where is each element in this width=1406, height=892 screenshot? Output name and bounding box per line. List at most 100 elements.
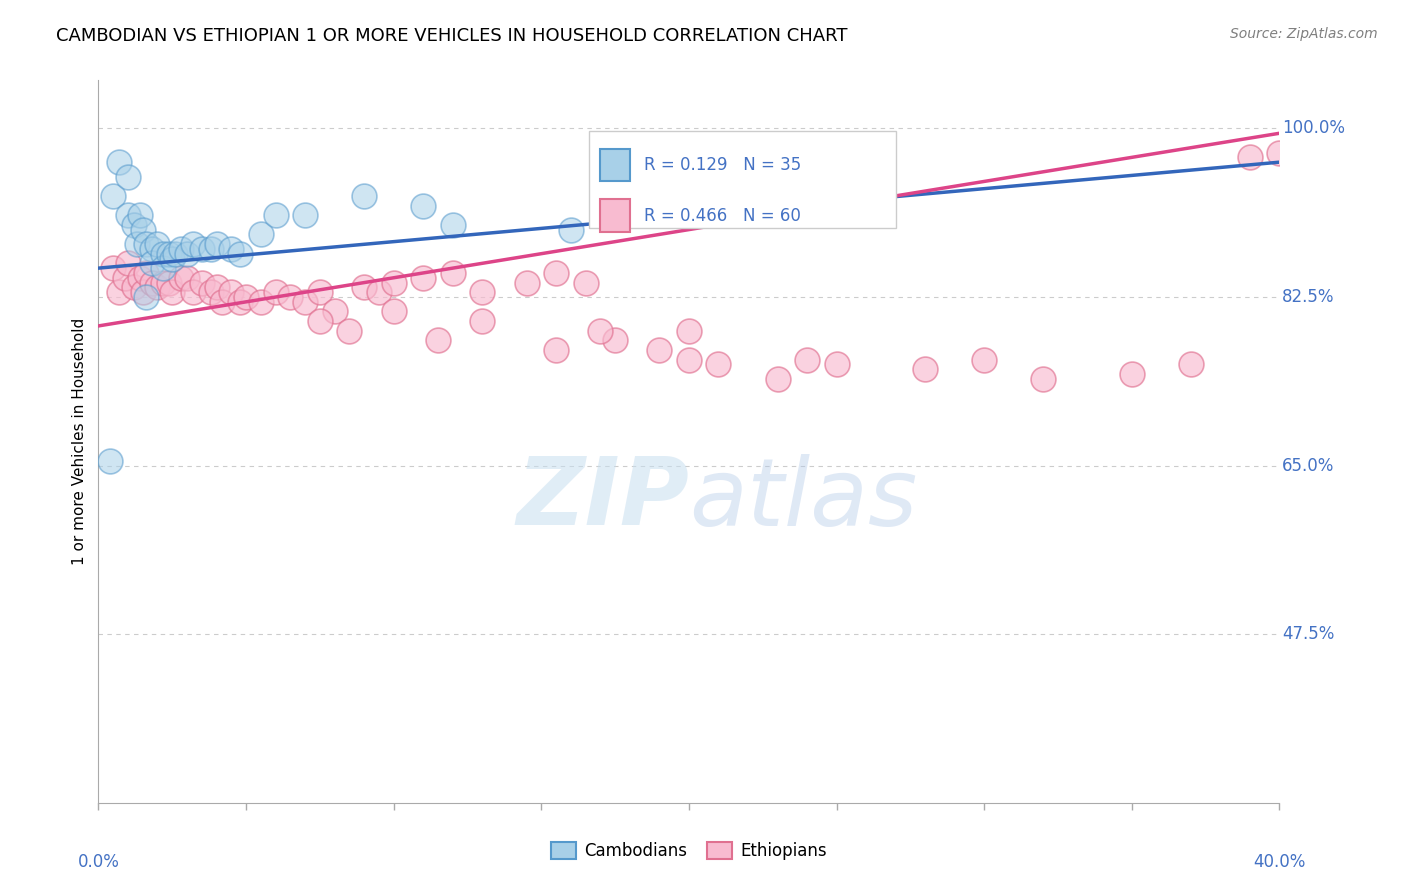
Y-axis label: 1 or more Vehicles in Household: 1 or more Vehicles in Household: [72, 318, 87, 566]
Text: 65.0%: 65.0%: [1282, 457, 1334, 475]
Point: [141, 276, 163, 290]
Point: [132, 222, 155, 236]
Point: [235, 290, 257, 304]
Point: [382, 304, 405, 318]
FancyBboxPatch shape: [600, 149, 630, 181]
Point: [211, 294, 233, 309]
Point: [122, 280, 145, 294]
Point: [412, 270, 434, 285]
Point: [264, 285, 287, 300]
Point: [516, 276, 538, 290]
Point: [412, 198, 434, 212]
Text: R = 0.129   N = 35: R = 0.129 N = 35: [644, 156, 801, 174]
Point: [117, 169, 139, 184]
Point: [546, 343, 568, 357]
Text: CAMBODIAN VS ETHIOPIAN 1 OR MORE VEHICLES IN HOUSEHOLD CORRELATION CHART: CAMBODIAN VS ETHIOPIAN 1 OR MORE VEHICLE…: [56, 27, 848, 45]
Point: [122, 218, 145, 232]
Point: [229, 294, 252, 309]
Point: [117, 256, 139, 270]
Point: [546, 266, 568, 280]
Point: [157, 276, 180, 290]
Text: 47.5%: 47.5%: [1282, 625, 1334, 643]
Point: [108, 285, 131, 300]
Point: [221, 285, 243, 300]
Text: 100.0%: 100.0%: [1282, 120, 1344, 137]
Point: [973, 352, 995, 367]
Point: [1180, 358, 1202, 372]
Point: [146, 237, 169, 252]
Point: [353, 189, 375, 203]
Point: [205, 237, 228, 252]
Point: [141, 256, 163, 270]
Point: [125, 237, 148, 252]
Point: [294, 208, 316, 222]
Text: 82.5%: 82.5%: [1282, 288, 1334, 306]
Point: [796, 352, 818, 367]
Point: [914, 362, 936, 376]
Point: [135, 237, 157, 252]
FancyBboxPatch shape: [589, 131, 896, 228]
Point: [146, 280, 169, 294]
Point: [339, 324, 361, 338]
Point: [152, 276, 174, 290]
Point: [707, 358, 730, 372]
Point: [200, 242, 222, 256]
Point: [152, 261, 174, 276]
Point: [294, 294, 316, 309]
Point: [1239, 150, 1261, 164]
Point: [589, 324, 612, 338]
Point: [103, 261, 125, 276]
Point: [165, 246, 187, 260]
Point: [170, 242, 193, 256]
Point: [1032, 372, 1054, 386]
Point: [117, 208, 139, 222]
Point: [135, 290, 157, 304]
Point: [678, 352, 700, 367]
Point: [157, 246, 180, 260]
Point: [575, 276, 598, 290]
Point: [108, 155, 131, 169]
Point: [678, 324, 700, 338]
Text: Source: ZipAtlas.com: Source: ZipAtlas.com: [1230, 27, 1378, 41]
Text: 0.0%: 0.0%: [77, 854, 120, 871]
Point: [648, 184, 671, 198]
Point: [280, 290, 302, 304]
Point: [135, 266, 157, 280]
Point: [825, 358, 848, 372]
Point: [132, 285, 155, 300]
Point: [427, 334, 450, 348]
FancyBboxPatch shape: [600, 200, 630, 232]
Point: [648, 343, 671, 357]
Point: [309, 314, 332, 328]
Point: [221, 242, 243, 256]
Point: [205, 280, 228, 294]
Point: [128, 270, 150, 285]
Point: [152, 246, 174, 260]
Point: [141, 242, 163, 256]
Point: [382, 276, 405, 290]
Text: atlas: atlas: [689, 454, 917, 545]
Point: [323, 304, 346, 318]
Point: [162, 285, 183, 300]
Legend: Cambodians, Ethiopians: Cambodians, Ethiopians: [544, 835, 834, 867]
Point: [181, 237, 204, 252]
Point: [200, 285, 222, 300]
Text: 40.0%: 40.0%: [1253, 854, 1306, 871]
Point: [191, 242, 214, 256]
Point: [181, 285, 204, 300]
Point: [766, 372, 789, 386]
Point: [103, 189, 125, 203]
Point: [1268, 145, 1291, 160]
Point: [441, 218, 464, 232]
Point: [229, 246, 252, 260]
Point: [309, 285, 332, 300]
Point: [353, 280, 375, 294]
Point: [114, 270, 136, 285]
Point: [605, 334, 627, 348]
Point: [128, 208, 150, 222]
Point: [441, 266, 464, 280]
Point: [471, 285, 494, 300]
Point: [250, 227, 273, 242]
Point: [176, 246, 198, 260]
Point: [98, 454, 121, 468]
